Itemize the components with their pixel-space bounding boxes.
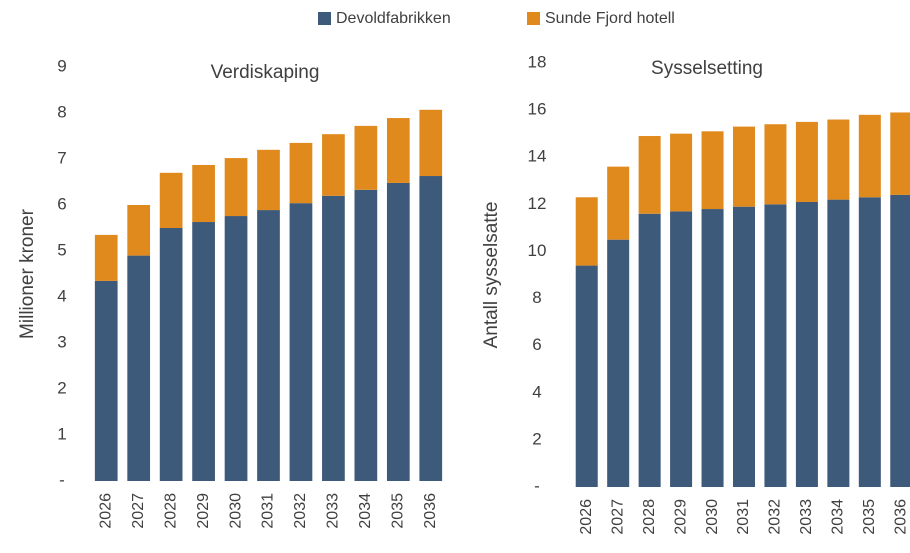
bar-segment xyxy=(257,149,280,211)
y-tick-label: 1 xyxy=(57,424,66,443)
legend-label: Sunde Fjord hotell xyxy=(545,10,675,27)
x-tick-label: 2029 xyxy=(672,499,689,535)
bar-segment xyxy=(732,126,756,207)
x-tick-label: 2031 xyxy=(260,493,277,529)
bar-segment xyxy=(795,201,818,487)
x-tick-label: 2033 xyxy=(325,493,342,529)
y-axis-label: Millioner kroner xyxy=(17,208,38,339)
y-tick-label: 8 xyxy=(532,288,541,307)
x-tick-label: 2026 xyxy=(578,499,595,535)
bar-segment xyxy=(638,213,661,487)
y-tick-label: 9 xyxy=(57,56,66,75)
bar-segment xyxy=(386,182,410,482)
bar-segment xyxy=(257,210,280,481)
x-tick-label: 2028 xyxy=(162,493,179,529)
y-tick-label: 3 xyxy=(57,332,66,351)
legend-swatch xyxy=(527,12,540,25)
bar-segment xyxy=(701,131,724,210)
bar-segment xyxy=(289,142,313,204)
y-tick-label: 2 xyxy=(532,429,541,448)
bar-segment xyxy=(322,134,345,196)
x-tick-label: 2027 xyxy=(609,499,626,535)
y-tick-label: 16 xyxy=(528,100,547,119)
bar-segment xyxy=(289,203,313,481)
bar-segment xyxy=(890,194,910,487)
bar-segment xyxy=(858,197,881,487)
x-tick-label: 2032 xyxy=(292,493,309,529)
y-tick-label: 18 xyxy=(528,52,547,71)
bar-segment xyxy=(127,255,151,481)
x-tick-label: 2031 xyxy=(735,499,752,535)
x-tick-label: 2033 xyxy=(798,499,815,535)
bar-segment xyxy=(94,234,118,281)
bar-segment xyxy=(575,197,598,266)
y-tick-label: - xyxy=(534,476,540,495)
bar-segment xyxy=(94,280,118,481)
x-tick-label: 2030 xyxy=(227,493,244,529)
x-tick-label: 2026 xyxy=(97,493,114,529)
y-tick-label: 6 xyxy=(532,335,541,354)
y-tick-label: - xyxy=(59,470,65,489)
x-tick-label: 2030 xyxy=(704,499,721,535)
x-tick-label: 2036 xyxy=(422,493,439,529)
bar-segment xyxy=(795,121,818,202)
x-tick-label: 2035 xyxy=(390,493,407,529)
bar-segment xyxy=(419,109,443,177)
y-tick-label: 8 xyxy=(57,102,66,121)
bar-segment xyxy=(192,164,215,223)
legend-swatch xyxy=(318,12,331,25)
bar-segment xyxy=(858,114,881,198)
bar-segment xyxy=(224,216,248,482)
bar-segment xyxy=(670,211,693,487)
y-tick-label: 4 xyxy=(532,382,541,401)
bar-segment xyxy=(607,239,630,487)
bar-segment xyxy=(670,133,693,212)
y-tick-label: 2 xyxy=(57,378,66,397)
bar-segment xyxy=(827,199,850,487)
bar-segment xyxy=(386,118,410,183)
chart-title: Sysselsetting xyxy=(651,58,763,79)
legend-label: Devoldfabrikken xyxy=(336,10,451,27)
y-tick-label: 7 xyxy=(57,148,66,167)
y-tick-label: 12 xyxy=(528,194,547,213)
chart-title: Verdiskaping xyxy=(211,62,320,83)
bar-segment xyxy=(764,124,787,205)
bar-segment xyxy=(159,172,183,228)
bar-segment xyxy=(890,112,910,195)
x-tick-label: 2028 xyxy=(641,499,658,535)
bar-segment xyxy=(322,195,345,482)
x-tick-label: 2034 xyxy=(357,493,374,529)
bar-segment xyxy=(354,189,378,481)
x-tick-label: 2027 xyxy=(130,493,147,529)
bar-segment xyxy=(127,205,151,256)
x-tick-label: 2036 xyxy=(892,499,909,535)
x-tick-label: 2035 xyxy=(861,499,878,535)
y-tick-label: 14 xyxy=(528,147,547,166)
bar-segment xyxy=(419,176,443,481)
bar-segment xyxy=(575,265,598,487)
y-axis-label: Antall sysselsatte xyxy=(481,202,502,349)
bar-segment xyxy=(732,206,756,487)
bar-segment xyxy=(827,119,850,200)
bar-segment xyxy=(159,228,183,481)
y-tick-label: 5 xyxy=(57,240,66,259)
bar-segment xyxy=(764,204,787,488)
x-tick-label: 2032 xyxy=(767,499,784,535)
bar-segment xyxy=(638,136,661,214)
y-tick-label: 4 xyxy=(57,286,66,305)
y-tick-label: 10 xyxy=(528,241,547,260)
bar-segment xyxy=(224,158,248,217)
y-tick-label: 6 xyxy=(57,194,66,213)
bar-segment xyxy=(192,222,215,481)
x-tick-label: 2034 xyxy=(830,499,847,535)
bar-segment xyxy=(607,166,630,240)
x-tick-label: 2029 xyxy=(195,493,212,529)
bar-segment xyxy=(354,125,378,190)
bar-segment xyxy=(701,209,724,488)
